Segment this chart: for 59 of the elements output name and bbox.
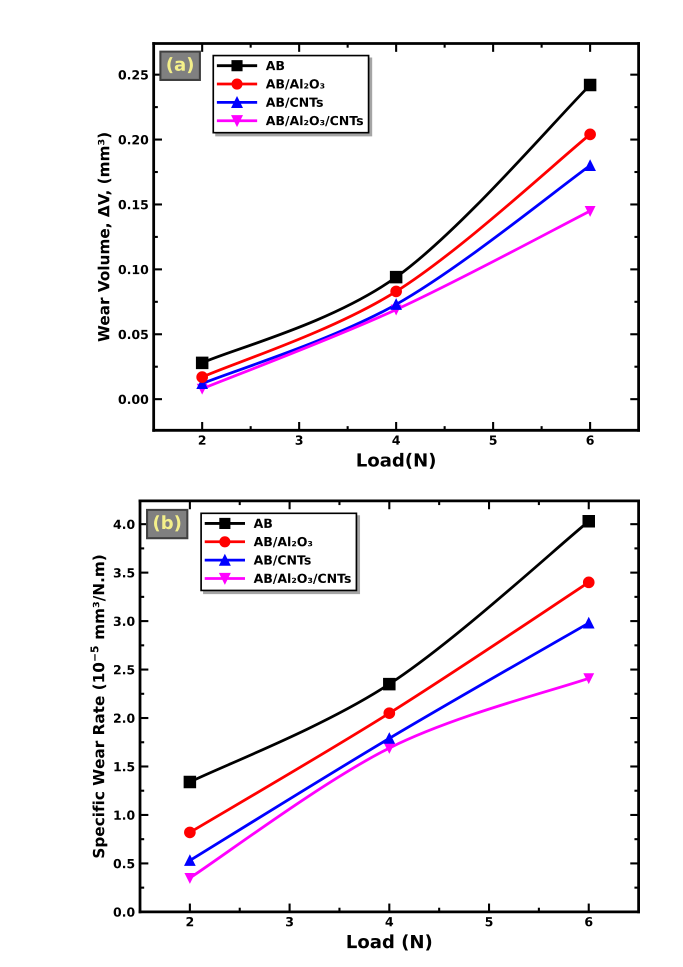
point: [383, 707, 396, 720]
legend-label: AB/Al₂O₃: [254, 536, 312, 548]
y-tick-label: 0.20: [118, 135, 148, 144]
y-tick-label: 2.0: [114, 713, 135, 723]
y-tick-label: 1.0: [114, 810, 135, 820]
x-axis-title: Load (N): [348, 934, 432, 950]
y-tick-label: 0.15: [118, 200, 148, 210]
y-tick-label: 2.5: [114, 665, 134, 674]
y-tick-label: 0.5: [114, 858, 134, 868]
y-tick-label: 0.10: [118, 264, 148, 274]
point: [390, 298, 402, 310]
legend-label: AB/Al₂O₃/CNTs: [266, 116, 363, 126]
point: [196, 356, 208, 370]
y-tick-label: 0.25: [118, 70, 148, 80]
point: [184, 855, 196, 866]
point: [584, 160, 596, 171]
x-axis-title: Load(N): [357, 452, 435, 469]
annotation: (a): [167, 57, 193, 74]
point: [390, 286, 402, 298]
x-tick-label: 6: [585, 916, 592, 926]
point: [585, 206, 596, 216]
legend-label: AB/CNTs: [254, 555, 311, 566]
point: [196, 371, 208, 383]
point: [584, 78, 596, 92]
y-tick-label: 0.05: [118, 330, 148, 340]
legend-label: AB: [266, 60, 284, 70]
point: [583, 618, 594, 628]
y-tick-label: 0.0: [114, 907, 135, 917]
point: [184, 872, 195, 883]
y-tick-label: 1.5: [114, 762, 134, 772]
y-tick-label: 0.00: [118, 394, 148, 404]
point: [582, 515, 595, 528]
point: [384, 732, 395, 744]
point: [584, 128, 596, 140]
legend-label: AB/Al₂O₃/CNTs: [254, 573, 351, 584]
point: [184, 776, 196, 788]
legend-label: AB/CNTs: [266, 97, 323, 108]
x-tick-label: 3: [296, 435, 303, 445]
y-axis-title: Specific Wear Rate (10$^{−5}$ mm³/N.m): [90, 556, 108, 858]
x-tick-label: 2: [186, 916, 194, 926]
point: [184, 826, 196, 838]
x-tick-label: 6: [586, 435, 594, 445]
point: [584, 673, 594, 684]
point: [390, 270, 402, 284]
point: [383, 678, 396, 690]
y-tick-label: 3.5: [114, 568, 134, 578]
legend-label: AB/Al₂O₃: [266, 78, 324, 90]
x-tick-label: 4: [392, 436, 400, 445]
x-tick-label: 5: [486, 917, 493, 926]
y-tick-label: 4.0: [114, 520, 135, 530]
legend-label: AB: [254, 518, 272, 528]
y-tick-label: 3.0: [114, 616, 135, 626]
x-tick-label: 3: [286, 916, 293, 926]
point: [582, 576, 595, 588]
annotation: (b): [154, 515, 180, 532]
y-axis-title: Wear Volume, ΔV, (mm³): [98, 133, 112, 342]
x-tick-label: 4: [386, 917, 394, 926]
x-tick-label: 2: [198, 435, 206, 445]
x-tick-label: 5: [490, 436, 497, 445]
